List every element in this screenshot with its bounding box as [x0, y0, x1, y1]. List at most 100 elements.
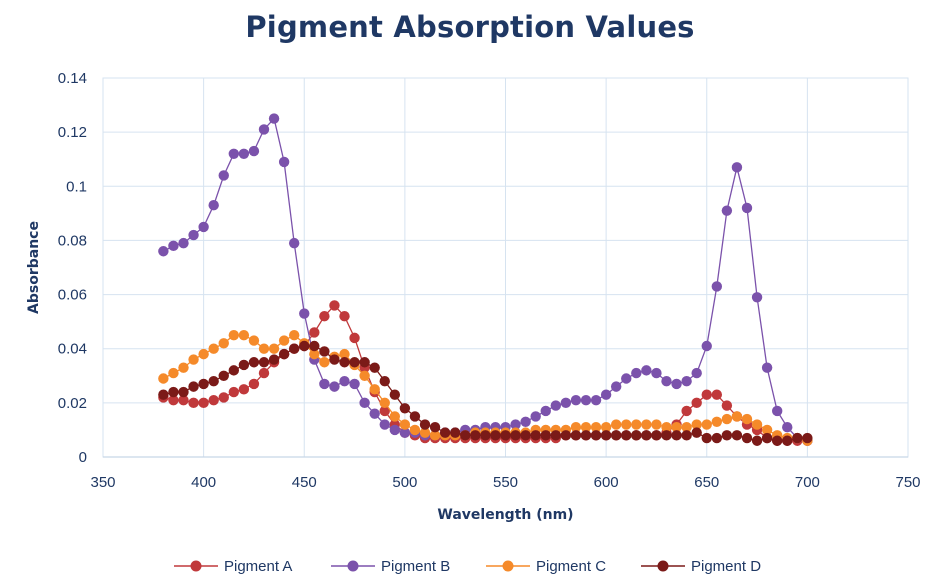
data-point: [339, 348, 350, 360]
x-tick-label: 400: [191, 474, 216, 491]
data-point: [520, 416, 531, 428]
data-point: [731, 430, 743, 441]
data-point: [168, 394, 179, 406]
data-point: [258, 343, 270, 354]
data-point: [802, 432, 813, 444]
legend-item: Pigment B: [331, 558, 450, 575]
x-tick-label: 350: [90, 474, 115, 491]
data-point: [580, 394, 592, 406]
data-point: [288, 237, 300, 249]
data-point: [570, 394, 582, 406]
data-point: [329, 354, 340, 365]
data-point: [590, 394, 602, 406]
data-point: [671, 422, 682, 433]
data-point: [359, 357, 370, 368]
data-point: [178, 237, 189, 249]
y-tick-label: 0.02: [58, 395, 87, 412]
legend-item: Pigment C: [486, 558, 606, 575]
data-point: [429, 430, 441, 441]
data-point: [610, 419, 622, 430]
data-point: [782, 435, 793, 446]
plot-area: [158, 113, 813, 446]
data-point: [268, 113, 280, 124]
data-point: [741, 202, 753, 214]
chart-title: Pigment Absorption Values: [245, 10, 695, 44]
data-point: [409, 411, 421, 422]
data-point: [309, 327, 320, 338]
data-point: [369, 384, 380, 395]
data-point: [701, 389, 712, 400]
data-point: [751, 292, 763, 303]
data-point: [711, 281, 723, 292]
data-point: [721, 430, 733, 441]
x-axis-title: Wavelength (nm): [437, 507, 573, 523]
data-point: [550, 400, 562, 411]
y-axis-title: Absorbance: [26, 221, 42, 314]
data-point: [389, 424, 401, 436]
data-point: [721, 400, 733, 411]
data-point: [158, 373, 169, 384]
data-point: [288, 329, 300, 341]
x-tick-label: 700: [795, 474, 820, 491]
data-point: [248, 378, 260, 390]
data-point: [208, 200, 219, 211]
data-point: [550, 430, 562, 441]
data-point: [359, 370, 370, 381]
y-tick-label: 0.12: [58, 124, 87, 141]
data-point: [198, 397, 209, 409]
data-point: [641, 430, 652, 441]
data-point: [721, 413, 733, 425]
data-point: [399, 403, 411, 414]
data-point: [379, 405, 390, 417]
data-point: [761, 424, 773, 436]
data-point: [248, 335, 260, 346]
data-point: [168, 240, 179, 252]
legend-label: Pigment C: [536, 558, 606, 575]
data-point: [329, 381, 340, 392]
data-point: [681, 430, 692, 441]
data-point: [188, 229, 199, 241]
data-point: [631, 419, 642, 430]
data-point: [158, 246, 169, 257]
y-tick-label: 0.04: [58, 341, 87, 358]
data-point: [600, 389, 612, 400]
data-point: [218, 370, 229, 381]
data-point: [309, 340, 320, 352]
data-point: [178, 394, 189, 406]
data-point: [258, 367, 270, 379]
data-point: [178, 386, 189, 398]
data-point: [349, 357, 360, 368]
data-point: [510, 430, 521, 441]
data-point: [751, 419, 763, 430]
data-point: [409, 424, 421, 436]
series-pigment-b: [158, 113, 813, 446]
data-point: [721, 205, 733, 216]
y-tick-label: 0.06: [58, 287, 87, 304]
data-point: [349, 378, 360, 390]
data-point: [278, 335, 290, 346]
data-point: [198, 221, 209, 233]
data-point: [319, 346, 330, 357]
y-tick-label: 0.08: [58, 232, 87, 249]
data-point: [419, 419, 431, 430]
data-point: [631, 430, 642, 441]
data-point: [268, 354, 280, 365]
data-point: [530, 430, 541, 441]
data-point: [238, 384, 250, 395]
legend-marker: [657, 560, 669, 572]
data-point: [731, 411, 743, 422]
x-tick-label: 600: [594, 474, 619, 491]
y-tick-label: 0.14: [58, 70, 87, 87]
data-point: [560, 430, 572, 441]
data-point: [741, 413, 753, 425]
data-point: [258, 124, 270, 135]
data-point: [399, 427, 411, 438]
legend-label: Pigment A: [224, 558, 292, 575]
data-point: [500, 430, 511, 441]
data-point: [661, 430, 672, 441]
data-point: [439, 427, 451, 438]
data-point: [198, 348, 209, 360]
data-point: [158, 389, 169, 400]
data-point: [168, 367, 179, 379]
